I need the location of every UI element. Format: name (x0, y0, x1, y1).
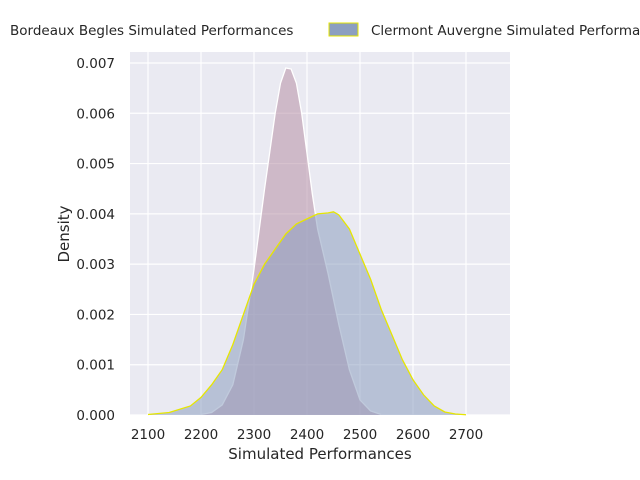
y-axis-ticks: 0.000 0.001 0.002 0.003 0.004 0.005 0.006 0.007 (76, 56, 115, 424)
legend-entry-2-label: Clermont Auvergne Simulated Performances (371, 23, 640, 39)
y-tick-label: 0.001 (76, 358, 115, 374)
x-tick-label: 2300 (237, 427, 271, 443)
series-layer (147, 67, 467, 416)
y-tick-label: 0.004 (76, 207, 115, 223)
series-2-area (148, 211, 466, 415)
y-tick-label: 0.007 (76, 56, 115, 72)
y-tick-label: 0.002 (76, 307, 115, 323)
y-tick-label: 0.003 (76, 257, 115, 273)
series-2-edge (147, 211, 467, 416)
x-axis-ticks: 2100 2200 2300 2400 2500 2600 2700 (131, 427, 483, 443)
y-tick-label: 0.000 (76, 408, 115, 424)
legend: Bordeaux Begles Simulated Performances Cl… (10, 22, 640, 39)
legend-entry-1-label: Bordeaux Begles Simulated Performances (10, 23, 293, 39)
x-tick-label: 2200 (184, 427, 218, 443)
legend-entry-2-swatch (328, 22, 359, 37)
y-tick-label: 0.006 (76, 106, 115, 122)
x-tick-label: 2100 (131, 427, 165, 443)
x-tick-label: 2700 (449, 427, 483, 443)
x-axis-label: Simulated Performances (228, 445, 412, 463)
x-tick-label: 2600 (396, 427, 430, 443)
y-axis-label: Density (55, 205, 73, 262)
y-tick-label: 0.005 (76, 157, 115, 173)
x-tick-label: 2500 (343, 427, 377, 443)
x-tick-label: 2400 (290, 427, 324, 443)
